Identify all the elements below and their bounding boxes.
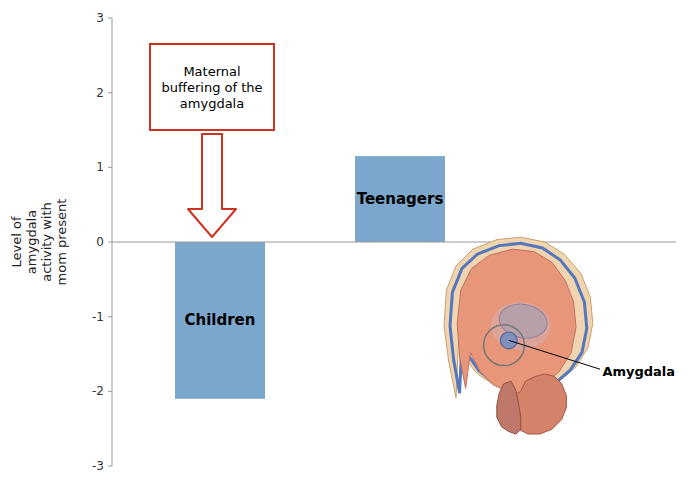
y-tick-label: 3 [96,11,104,25]
text-line: mom present [53,199,68,286]
zero-line [112,242,676,243]
text-line: amygdala [180,96,244,111]
chart: -3-2-10123Level ofamygdalaactivity withm… [0,0,689,484]
y-tick-label: -2 [92,384,104,398]
amygdala-leader [509,340,600,369]
brain-stem [497,381,521,434]
y-tick-label: -3 [92,459,104,473]
annotation: Amygdala [602,364,675,379]
y-tick [108,316,112,317]
bar [355,156,445,242]
brain-illustration [444,237,600,434]
brain-cortex [457,249,576,393]
y-tick [108,167,112,168]
y-tick [108,18,112,19]
text-line: amygdala [23,210,38,274]
y-tick-label: -1 [92,310,104,324]
text-line: Level of [8,216,23,267]
brain-scalp [444,237,593,398]
annotation-box [150,44,274,130]
text-line: activity with [38,202,53,282]
y-tick [108,466,112,467]
bar [175,242,265,399]
annotation: Maternalbuffering of theamygdala [161,64,262,111]
y-tick-label: 0 [96,235,104,249]
annotation-arrow [188,134,236,237]
text-line: buffering of the [161,80,262,95]
y-tick-label: 2 [96,86,104,100]
y-tick [108,242,112,243]
y-tick-label: 1 [96,160,104,174]
y-axis-label: Level ofamygdalaactivity withmom present [8,199,68,286]
y-tick [108,391,112,392]
text-line: Maternal [183,64,240,79]
category-label: Children [185,311,256,329]
category-label: Teenagers [357,190,444,208]
brain-meninges [450,243,587,393]
y-tick [108,92,112,93]
amygdala-ring [484,325,525,366]
